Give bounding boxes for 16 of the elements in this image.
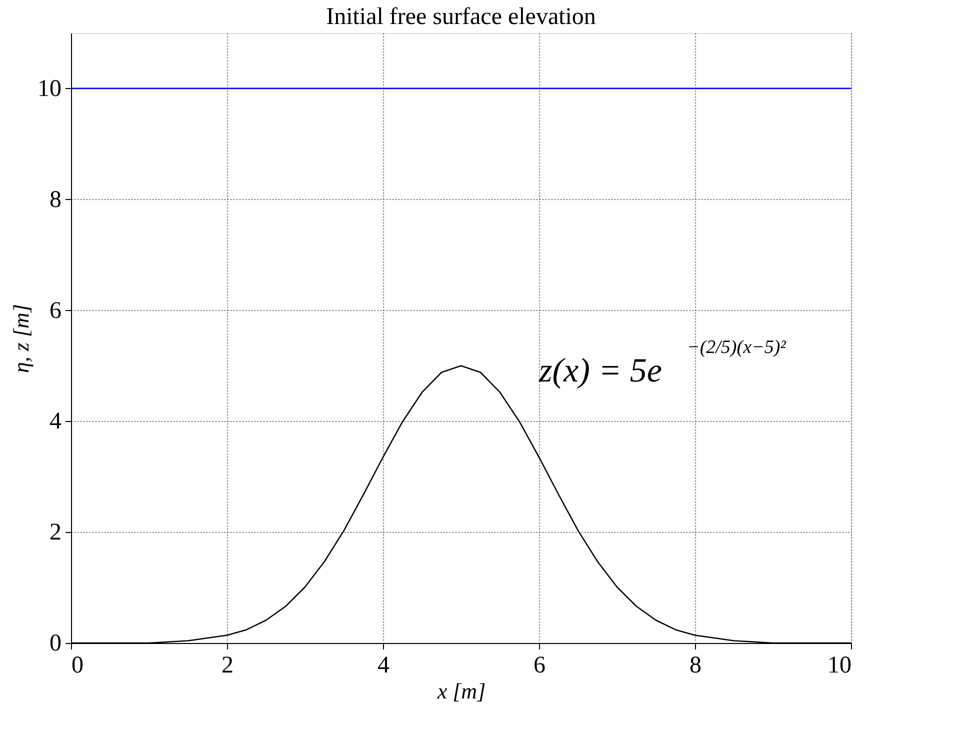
y-tick-label: 0 <box>50 630 62 656</box>
y-axis-title: η, z [m] <box>8 304 34 373</box>
y-tick-label: 8 <box>50 186 62 213</box>
y-tick-label: 10 <box>38 76 62 102</box>
y-tick-label: 6 <box>50 298 62 324</box>
x-tick-label: 8 <box>690 652 702 678</box>
x-tick-label: 2 <box>222 652 234 678</box>
x-tick-label: 10 <box>828 652 852 678</box>
annotation: z(x) = 5e−(2/5)(x−5)² <box>538 337 786 390</box>
y-tick-label: 2 <box>50 520 62 546</box>
x-tick-label: 4 <box>378 652 390 678</box>
x-axis-title: x [m] <box>436 678 486 704</box>
x-tick-label: 0 <box>72 652 84 678</box>
chart-title: Initial free surface elevation <box>326 4 596 30</box>
y-tick-label: 4 <box>50 408 62 435</box>
x-tick-label: 6 <box>534 652 546 678</box>
